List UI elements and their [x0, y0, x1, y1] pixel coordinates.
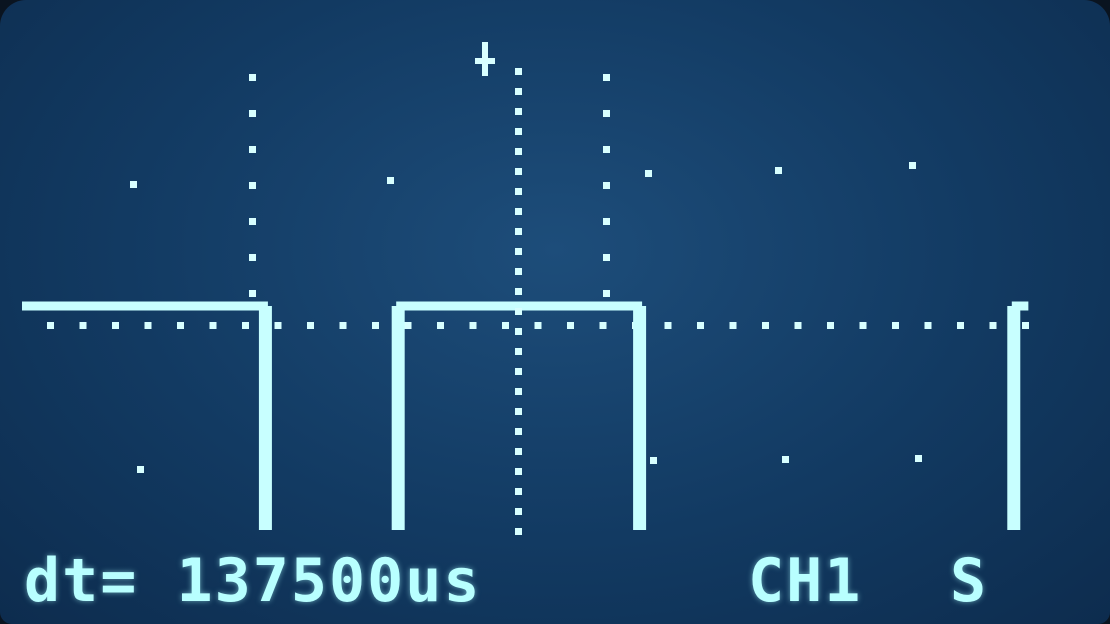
grid-dot: [924, 322, 932, 329]
cursor-dot: [515, 428, 522, 435]
trace-edge: [391, 306, 405, 530]
grid-dot: [112, 322, 119, 329]
grid-dot: [437, 322, 444, 329]
cursor-dot: [515, 148, 522, 155]
plus-icon: [475, 42, 495, 76]
grid-dot: [249, 74, 256, 81]
grid-dot: [603, 182, 610, 189]
cursor-dot: [515, 128, 522, 135]
grid-dot: [249, 182, 256, 189]
channel-label: CH1: [748, 546, 863, 616]
cursor-dot: [515, 448, 522, 455]
grid-dot: [599, 322, 607, 329]
grid-dot: [242, 322, 249, 329]
cursor-dot: [515, 68, 522, 75]
grid-dot: [915, 455, 922, 462]
grid-dot: [1022, 322, 1029, 329]
cursor-dot: [515, 328, 522, 335]
grid-dot: [603, 110, 610, 117]
grid-dot: [177, 322, 184, 329]
cursor-dot: [515, 88, 522, 95]
grid-dot: [469, 322, 477, 329]
cursor-dot: [515, 248, 522, 255]
grid-dot: [909, 162, 916, 169]
grid-dot: [859, 322, 867, 329]
cursor-dot: [515, 208, 522, 215]
grid-dot: [697, 322, 704, 329]
trace-edge: [633, 306, 647, 530]
grid-dot: [645, 170, 652, 177]
grid-dot: [339, 322, 347, 329]
cursor-dot: [515, 188, 522, 195]
grid-dot: [567, 322, 574, 329]
grid-dot: [603, 290, 610, 297]
grid-dot: [47, 322, 54, 329]
plus-icon-bar: [482, 42, 488, 76]
grid-dot: [664, 322, 672, 329]
grid-dot: [387, 177, 394, 184]
trace-segment: [22, 301, 268, 311]
grid-dot: [249, 254, 256, 261]
cursor-dot: [515, 488, 522, 495]
cursor-dot: [515, 388, 522, 395]
cursor-dot: [515, 308, 522, 315]
grid-dot: [502, 322, 509, 329]
status-bar: dt= 137500us CH1 S: [20, 548, 1080, 614]
grid-dot: [827, 322, 834, 329]
grid-dot: [404, 322, 412, 329]
grid-dot: [762, 322, 769, 329]
grid-dot: [137, 466, 144, 473]
cursor-dot: [515, 408, 522, 415]
cursor-dot: [515, 508, 522, 515]
grid-dot: [307, 322, 314, 329]
grid-dot: [534, 322, 542, 329]
grid-dot: [603, 146, 610, 153]
grid-dot: [372, 322, 379, 329]
cursor-dot: [515, 368, 522, 375]
trace-edge: [258, 306, 272, 530]
cursor-dot: [515, 528, 522, 535]
grid-dot: [603, 74, 610, 81]
grid-dot: [989, 322, 997, 329]
grid-dot: [249, 146, 256, 153]
grid-dots: [47, 74, 1029, 473]
cursor-dot: [515, 468, 522, 475]
grid-dot: [892, 322, 899, 329]
grid-dot: [130, 181, 137, 188]
grid-dot: [794, 322, 802, 329]
signal-trace: [22, 301, 1029, 530]
cursor-dot: [515, 268, 522, 275]
grid-dot: [603, 254, 610, 261]
grid-dot: [603, 218, 610, 225]
trace-segment: [396, 301, 643, 311]
cursor-dot: [515, 168, 522, 175]
grid-dot: [775, 167, 782, 174]
trace-segment: [1011, 301, 1029, 311]
grid-dot: [79, 322, 87, 329]
cursor-dot: [515, 288, 522, 295]
grid-dot: [209, 322, 217, 329]
cursor-dot: [515, 228, 522, 235]
grid-dot: [782, 456, 789, 463]
trigger-mode-label: S: [950, 546, 989, 616]
trace-edge: [1007, 306, 1021, 530]
cursor-dot: [515, 108, 522, 115]
grid-dot: [957, 322, 964, 329]
grid-dot: [650, 457, 657, 464]
dt-readout: dt= 137500us: [24, 546, 482, 616]
grid-dot: [144, 322, 152, 329]
grid-dot: [249, 290, 256, 297]
grid-dot: [274, 322, 282, 329]
grid-dot: [729, 322, 737, 329]
cursor-dot: [515, 348, 522, 355]
time-cursor: [515, 68, 522, 535]
grid-dot: [249, 110, 256, 117]
grid-dot: [249, 218, 256, 225]
